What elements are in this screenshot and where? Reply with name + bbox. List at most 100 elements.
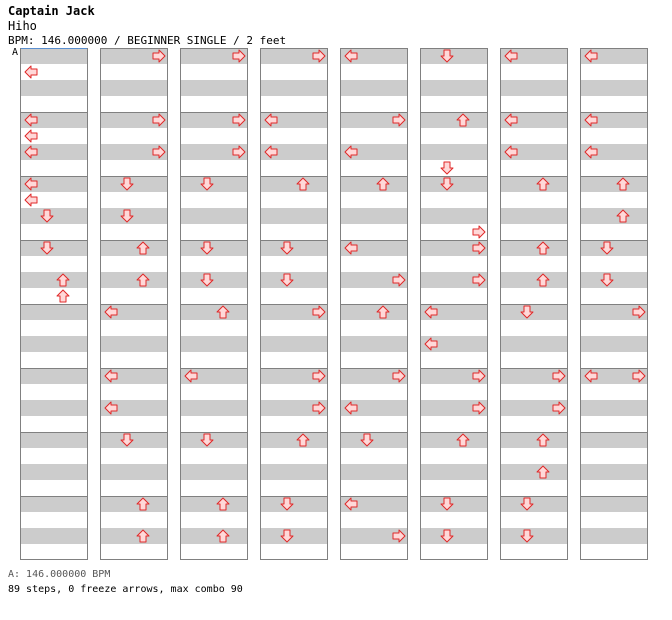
beat-band [261,464,327,480]
right-arrow-icon [312,369,326,383]
measure-line [101,304,167,305]
beat-band [101,304,167,320]
beat-band [341,432,407,448]
beat-band [181,400,247,416]
up-arrow-icon [376,177,390,191]
right-arrow-icon [152,49,166,63]
beat-band [21,80,87,96]
measure-line [21,240,87,241]
beat-band [421,336,487,352]
beat-band [581,272,647,288]
measure-line [501,240,567,241]
right-arrow-icon [312,401,326,415]
down-arrow-icon [440,161,454,175]
measure-line [101,559,167,560]
beat-band [581,208,647,224]
beat-band [341,48,407,64]
up-arrow-icon [216,529,230,543]
beat-band [341,400,407,416]
beat-band [421,144,487,160]
up-arrow-icon [376,305,390,319]
right-arrow-icon [392,113,406,127]
left-arrow-icon [504,145,518,159]
beat-band [501,368,567,384]
right-arrow-icon [392,369,406,383]
down-arrow-icon [600,273,614,287]
beat-band [181,336,247,352]
right-arrow-icon [232,113,246,127]
beat-band [341,144,407,160]
measure-line [501,559,567,560]
down-arrow-icon [280,497,294,511]
right-arrow-icon [472,241,486,255]
measure-line [261,496,327,497]
beat-band [21,48,87,64]
beat-band [21,208,87,224]
up-arrow-icon [536,433,550,447]
measure-line [101,496,167,497]
beat-band [181,112,247,128]
measure-line [421,368,487,369]
measure-line [181,432,247,433]
down-arrow-icon [440,529,454,543]
left-arrow-icon [344,241,358,255]
measure-line [581,240,647,241]
beat-band [341,336,407,352]
measure-line [581,176,647,177]
chart-column [500,48,568,560]
down-arrow-icon [120,209,134,223]
right-arrow-icon [392,273,406,287]
down-arrow-icon [440,49,454,63]
measure-line [261,559,327,560]
measure-line [501,496,567,497]
down-arrow-icon [200,273,214,287]
beat-band [21,272,87,288]
beat-band [421,304,487,320]
down-arrow-icon [600,241,614,255]
beat-band [101,272,167,288]
right-arrow-icon [232,49,246,63]
right-arrow-icon [152,113,166,127]
beat-band [261,144,327,160]
chart-column [20,48,88,560]
right-arrow-icon [632,369,646,383]
measure-line [501,432,567,433]
beat-band [101,496,167,512]
beat-band [101,400,167,416]
right-arrow-icon [472,225,486,239]
down-arrow-icon [40,209,54,223]
song-title: Captain Jack [8,4,95,18]
beat-band [341,528,407,544]
beat-band [421,176,487,192]
up-arrow-icon [456,433,470,447]
right-arrow-icon [312,305,326,319]
measure-line [581,368,647,369]
left-arrow-icon [424,305,438,319]
right-arrow-icon [312,49,326,63]
measure-line [261,368,327,369]
measure-line [261,48,327,49]
beat-band [501,400,567,416]
right-arrow-icon [552,369,566,383]
measure-line [101,368,167,369]
down-arrow-icon [520,529,534,543]
measure-line [21,496,87,497]
beat-band [581,48,647,64]
up-arrow-icon [136,497,150,511]
beat-band [341,208,407,224]
left-arrow-icon [104,401,118,415]
down-arrow-icon [120,177,134,191]
measure-line [181,496,247,497]
beat-band [21,528,87,544]
beat-band [581,464,647,480]
measure-line [421,496,487,497]
beat-band [581,304,647,320]
up-arrow-icon [296,177,310,191]
measure-line [261,112,327,113]
beat-band [101,336,167,352]
beat-band [181,80,247,96]
beat-band [181,240,247,256]
beat-band [341,304,407,320]
beat-band [581,80,647,96]
measure-line [341,432,407,433]
